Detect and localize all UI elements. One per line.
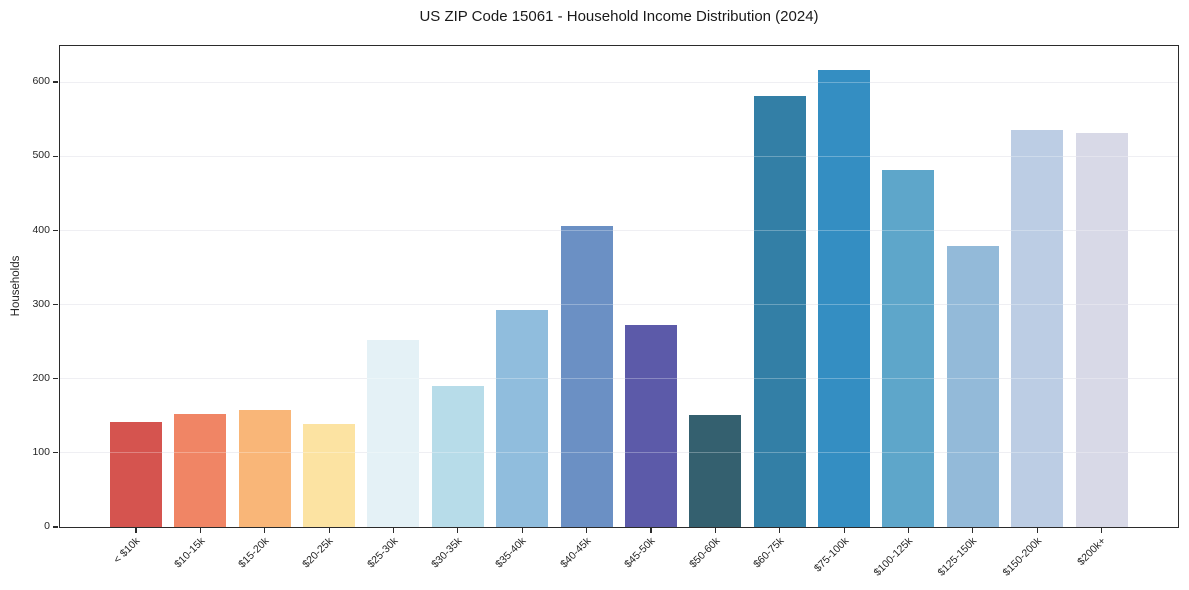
y-tick-mark	[53, 229, 58, 231]
bar	[818, 70, 871, 527]
x-tick-mark	[521, 528, 523, 533]
bar	[689, 415, 742, 527]
gridline	[60, 378, 1178, 380]
bar	[1075, 133, 1128, 527]
gridline-overlay	[60, 452, 1178, 454]
bar	[174, 414, 227, 527]
y-tick-label: 300	[32, 297, 50, 310]
x-tick-mark	[650, 528, 652, 533]
y-tick-label: 0	[44, 520, 50, 533]
x-tick-mark	[972, 528, 974, 533]
x-tick-label-text: $25-30k	[364, 534, 401, 571]
bar	[496, 310, 549, 527]
y-tick-label: 500	[32, 149, 50, 162]
y-tick-mark	[53, 81, 58, 83]
x-tick-label-text: < $10k	[111, 534, 143, 566]
x-tick-label-text: $30-35k	[429, 534, 465, 571]
y-tick-mark	[53, 303, 58, 306]
bar	[882, 170, 935, 527]
y-tick-label: 200	[32, 371, 50, 384]
gridline	[60, 155, 1178, 157]
x-tick-mark	[328, 528, 330, 533]
bar	[238, 409, 291, 527]
x-tick-mark	[843, 528, 845, 533]
x-tick-label-text: $100-125k	[871, 534, 916, 579]
gridline-overlay	[60, 304, 1178, 305]
x-tick-mark	[1101, 528, 1103, 533]
x-tick-label-text: $60-75k	[751, 534, 787, 571]
x-tick-mark	[714, 528, 716, 533]
x-tick-mark	[392, 528, 395, 533]
bar	[367, 340, 420, 527]
y-tick-label: 600	[32, 75, 50, 88]
gridline	[60, 229, 1178, 231]
x-tick-mark	[907, 528, 910, 533]
gridline-overlay	[60, 229, 1178, 231]
bar	[753, 96, 806, 527]
plot-area	[53, 45, 1179, 533]
x-tick-label-text: $20-25k	[300, 534, 336, 571]
bar	[946, 245, 999, 527]
x-tick-mark	[135, 528, 137, 533]
bar	[431, 386, 484, 527]
bar	[1011, 130, 1064, 527]
y-tick-label: 100	[32, 446, 50, 459]
x-tick-label-text: $35-40k	[493, 534, 529, 571]
x-tick-label-text: $15-20k	[236, 534, 272, 571]
x-tick-label-text: $200k+	[1075, 534, 1109, 568]
y-tick-label: 400	[32, 223, 50, 236]
x-tick-mark	[264, 528, 266, 533]
x-tick-mark	[586, 528, 588, 533]
x-tick-label-text: $75-100k	[811, 534, 851, 575]
x-tick-mark	[457, 528, 459, 533]
gridline	[60, 452, 1178, 454]
bar	[560, 225, 613, 527]
y-tick-mark	[53, 378, 58, 380]
x-tick-label-text: $150-200k	[1000, 534, 1044, 579]
y-tick-mark	[53, 452, 58, 454]
chart-title: US ZIP Code 15061 - Household Income Dis…	[419, 8, 819, 25]
x-tick-mark	[199, 528, 201, 533]
bar	[303, 423, 356, 527]
x-tick-mark	[779, 528, 781, 533]
gridline	[60, 304, 1178, 305]
gridline-overlay	[60, 81, 1178, 83]
x-tick-label-text: $45-50k	[622, 534, 658, 571]
x-tick-label-text: $40-45k	[557, 534, 594, 571]
bar	[110, 421, 162, 527]
y-tick-mark	[53, 155, 58, 157]
x-tick-label-text: $10-15k	[171, 534, 208, 571]
x-tick-label-text: $50-60k	[686, 534, 723, 571]
gridline-overlay	[60, 155, 1178, 157]
y-tick-mark	[53, 526, 58, 528]
gridline	[60, 81, 1178, 83]
gridline-overlay	[60, 378, 1178, 380]
bar	[624, 325, 677, 527]
x-tick-mark	[1036, 528, 1038, 533]
x-tick-label-text: $125-150k	[935, 534, 980, 579]
